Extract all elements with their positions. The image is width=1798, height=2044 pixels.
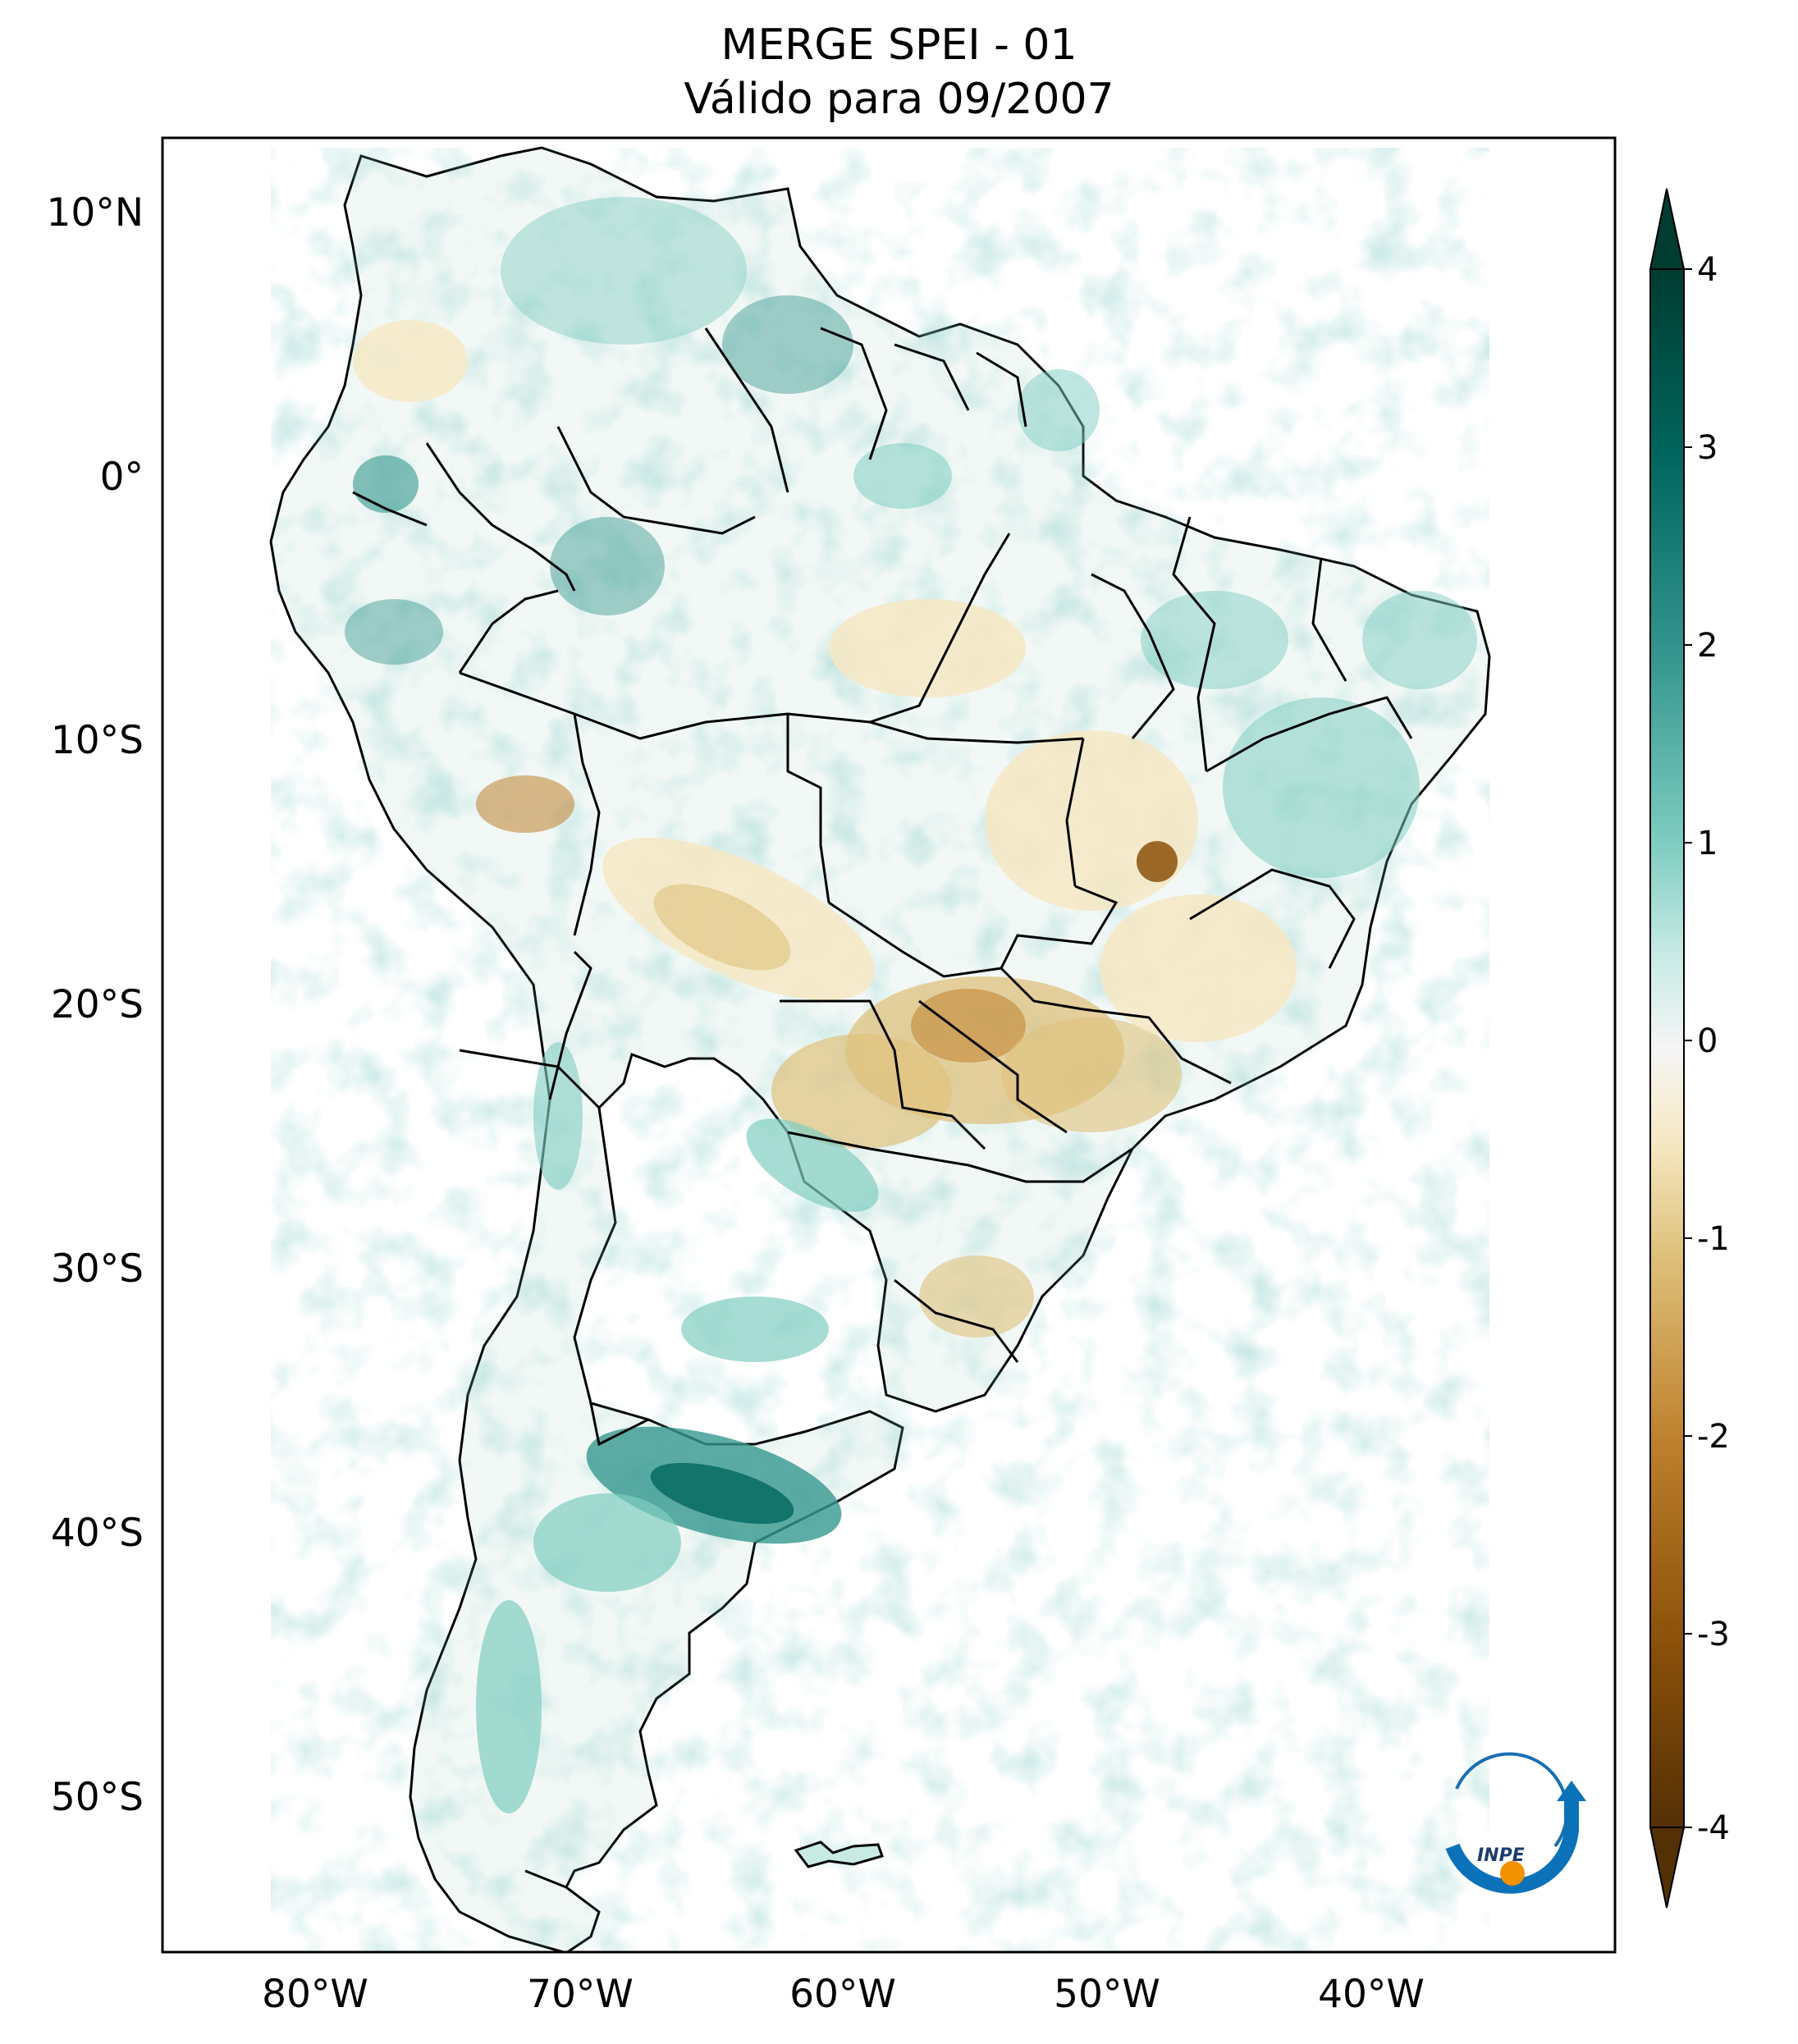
colorbar-tick-label: -3 [1697,1616,1730,1653]
y-tick-label: 10°N [47,190,144,235]
colorbar: 4 3 2 1 0 -1 -2 -3 -4 [1649,188,1730,1909]
y-tick-label: 30°S [51,1246,144,1292]
title-line-1: MERGE SPEI - 01 [721,21,1077,70]
political-borders [352,327,1413,1889]
title-line-2: Válido para 09/2007 [684,75,1114,124]
x-tick-label: 70°W [527,1972,634,2017]
y-tick-label: 10°S [51,718,144,763]
x-tick-label: 80°W [262,1972,368,2017]
map-area [269,146,1491,1952]
x-tick-label: 50°W [1054,1972,1160,2017]
x-axis: 80°W 70°W 60°W 50°W 40°W [262,1972,1425,2017]
y-tick-label: 20°S [51,982,144,1027]
y-axis: 10°N 0° 10°S 20°S 30°S 40°S 50°S [47,190,144,1820]
colorbar-tick-label: 2 [1697,627,1718,665]
y-tick-label: 40°S [51,1511,144,1556]
x-tick-label: 40°W [1318,1972,1425,2017]
colorbar-ticks [1684,268,1692,1828]
y-tick-label: 0° [100,455,144,500]
colorbar-gradient [1649,268,1685,1828]
map-frame [161,136,1617,1954]
colorbar-tick-label: 0 [1697,1022,1718,1060]
colorbar-tick-label: 4 [1697,251,1718,289]
falkland-islands [794,1841,884,1868]
wet-anomaly-zones [345,197,1477,1813]
x-tick-label: 60°W [789,1972,896,2017]
svg-text:INPE: INPE [1477,1845,1525,1866]
colorbar-tick-label: -4 [1697,1809,1730,1847]
colorbar-lower-extend [1649,1827,1686,1909]
colorbar-tick-label: -2 [1697,1418,1730,1456]
inpe-logo-icon: INPE [1445,1752,1586,1894]
y-tick-label: 50°S [51,1775,144,1820]
colorbar-tick-label: 1 [1697,825,1718,862]
colorbar-tick-label: 3 [1697,429,1718,467]
map-title: MERGE SPEI - 01 Válido para 09/2007 [0,18,1798,126]
colorbar-upper-extend [1649,188,1686,270]
colorbar-tick-label: -1 [1697,1220,1730,1258]
